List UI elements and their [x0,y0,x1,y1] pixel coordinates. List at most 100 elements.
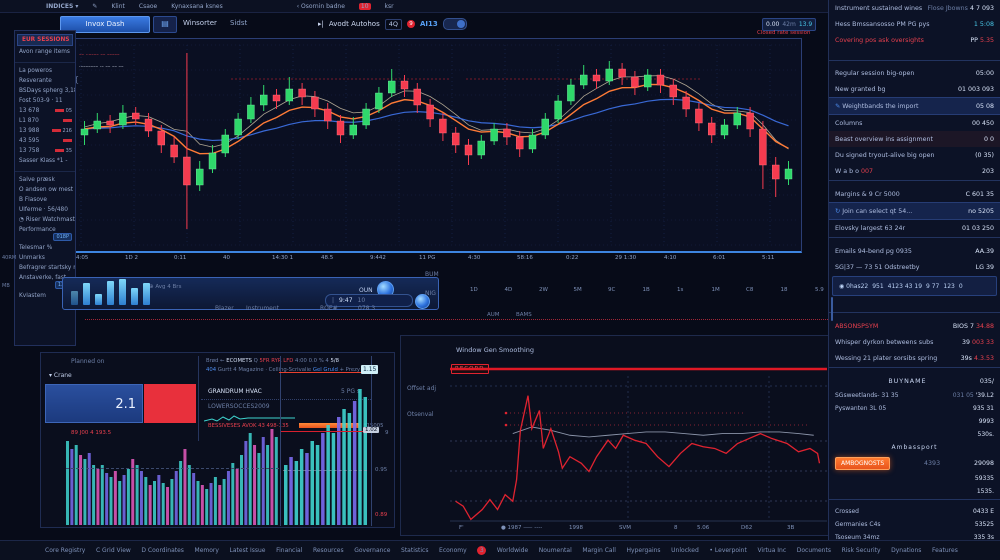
volume-profile-panel[interactable]: Planned on ▾ Crane 2.1 89 J00 4 193.5 Br… [40,352,395,528]
sidebar-row[interactable]: Du signed tryout-alive big open (0 35) [829,147,1000,163]
status-item[interactable]: Unlocked [671,547,699,554]
status-item[interactable]: Worldwide [496,547,529,554]
sidebar-row[interactable]: Wessing 21 plater sorsibs spring 39s 4.3.… [829,350,1000,366]
status-item[interactable]: D Coordinates [141,547,184,554]
volume-panel[interactable]: ⊕ Avg 4 Brs OUN | 9:47 10 [62,277,439,310]
watchlist-item[interactable]: L1 870 [15,116,75,126]
pen-icon[interactable]: ✎ [92,2,98,10]
watchlist-header[interactable]: EUR SESSIONS [17,34,73,46]
sidebar-row[interactable]: Ambassport [829,441,1000,454]
sidebar-row[interactable]: Regular session big-open 05:00 [829,65,1000,81]
sidebar-row[interactable]: Whisper dyrkon betweens subs 39 003 33 [829,334,1000,350]
watchlist-item[interactable]: 43 595 [15,136,75,146]
metrics-chip-row[interactable]: ◉ 0has22 951 4123 43 19 9 77 123 0 [832,276,997,296]
brand-label[interactable]: INDICES ▾ [46,2,79,10]
sidebar-row[interactable]: Beast overview ins assignment 0 0 [829,131,1000,147]
status-item[interactable]: Features [932,547,958,554]
status-item[interactable]: C Grid View [95,547,131,554]
sidebar-row[interactable]: Columns 00 450 [829,115,1000,131]
status-item[interactable]: Core Registry [45,547,86,554]
timeframe-label[interactable]: 1D [470,287,478,293]
watchlist-item[interactable]: Resverante [19,78,52,84]
sidebar-row[interactable]: Tsoseum 34mz 335 3s [829,531,1000,540]
menu-item-overall[interactable]: ‹ Osornin badne [296,2,345,10]
globe-icon-small[interactable] [415,294,430,309]
timeframe-label[interactable]: 1M [711,287,720,293]
sidebar-row[interactable]: Covering pos ask oversights PP 5.35 [829,32,1000,48]
watchlist-item[interactable]: 13 758 35 [15,146,75,156]
watchlist-item[interactable]: O andsen ow mest [19,187,74,193]
sidebar-row[interactable]: ↻ Join can select qt 54... no 5205 [829,202,1000,220]
tab-winsorter[interactable]: Winsorter [183,19,217,27]
watchlist-item[interactable]: Ulferme · 56/480 [19,207,68,213]
status-item[interactable]: Financial [276,547,303,554]
sidebar-row[interactable]: Crossed 0433 E [829,505,1000,518]
status-item[interactable]: Statistics [401,547,429,554]
watchlist-item[interactable]: BSDays spherg 3,185 [19,88,75,94]
auto-label[interactable]: Avodt Autohos [328,20,380,28]
watchlist-item[interactable]: Salve præsk [19,177,55,183]
sidebar-row[interactable]: ✎ Weightbands the import 05 08 [829,97,1000,115]
status-item[interactable]: Noumental [538,547,572,554]
watchlist-item[interactable]: Telesmar % [19,245,53,251]
sidebar-row[interactable]: Instrument sustained wines Flose Jbowns 4… [829,0,1000,16]
menu-item[interactable]: Csaoe [138,2,158,10]
dashboard-button[interactable]: Invox Dash [60,16,150,33]
menu-item[interactable]: Klint [111,2,125,10]
bl-alert-box[interactable] [144,384,196,423]
watchlist-item[interactable]: Befragrer startsky mit remune [19,265,75,271]
status-item[interactable]: Resources [312,547,344,554]
sidebar-row[interactable]: Hess Bmssansosso PM PG pys 1 5:08 [829,16,1000,32]
signal-line-panel[interactable]: Window Gen Smoothing RECORD Offset adj O… [400,335,837,536]
watchlist-item[interactable]: 13 988 216 [15,126,75,136]
notification-badge[interactable]: 3 [477,546,487,555]
timeframe-label[interactable]: 18 [780,287,788,293]
timeframe-label[interactable]: 2W [539,287,548,293]
status-item[interactable]: Margin Call [582,547,616,554]
sidebar-row[interactable]: New granted bg 01 003 093 [829,81,1000,97]
watchlist-item[interactable]: B Flasove [19,197,47,203]
scrollbar-thumb[interactable] [831,297,833,321]
alert-badge[interactable]: 9 [406,20,415,28]
sidebar-row[interactable]: SG|37 — 73 51 Odstreetby LG 39 [829,259,1000,275]
watchlist-item[interactable]: Kvlastem [19,293,46,299]
status-item[interactable]: Risk Security [841,547,881,554]
sidebar-row[interactable]: 59335 [829,472,1000,485]
menu-item[interactable]: Kynaxsana ksnes [171,2,223,10]
status-item[interactable]: Documents [796,547,831,554]
status-item[interactable]: Latest Issue [229,547,266,554]
sidebar-row[interactable]: SGsweetlands- 31 35 031 05 '39.L2 [829,389,1000,402]
sidebar-row[interactable]: W a b o 007 203 [829,163,1000,179]
watchlist-item[interactable]: Sasser Klass *1 - [19,158,68,164]
sidebar-row[interactable]: 1535. [829,485,1000,498]
status-item[interactable]: • Leverpoint [709,547,747,554]
session-time-button[interactable]: | 9:47 10 [325,294,413,307]
sidebar-row[interactable]: Elovsky largest 63 24r 01 03 250 [829,220,1000,236]
bl-metric-box[interactable]: 2.1 [45,384,143,423]
orange-action-button[interactable]: AMBOGNOSTS [835,456,891,470]
watchlist-item[interactable]: Performance 018P [15,225,75,243]
timeframe-selector[interactable]: 4Q [384,18,402,30]
bl-drop-selector[interactable]: ▾ Crane [49,372,72,379]
watchlist-item[interactable]: ◔ Riser Watchmast [19,217,75,223]
watchlist-item[interactable]: 13 678 05 [15,106,75,116]
sidebar-row[interactable]: 9993 [829,415,1000,428]
sidebar-row[interactable]: Pyswanten 3L 05 935 31 [829,402,1000,415]
status-item[interactable]: Governance [354,547,391,554]
status-item[interactable]: Hypergains [626,547,661,554]
sidebar-row[interactable]: Margins & 9 Cr 5000 C 601 35 [829,186,1000,202]
sidebar-scroll-zone[interactable] [829,297,1000,321]
timeframe-label[interactable]: 1s [677,287,684,293]
tab-sidst[interactable]: Sidst [230,19,248,27]
main-candle-chart[interactable]: –– ··–––– –– ––––– ·––––––– ·– –– –– –– … [60,38,802,253]
menu-item-tail[interactable]: ksr [384,2,394,10]
status-item[interactable]: Economy [439,547,467,554]
grid-view-button[interactable]: ▤ [153,16,177,33]
sidebar-row[interactable]: Germanies C4s 53525 [829,518,1000,531]
timeframe-label[interactable]: 4D [504,287,513,293]
watchlist-item[interactable]: Avon range items [19,49,70,55]
timeframe-label[interactable]: 1B [642,287,650,293]
sidebar-row[interactable]: Emails 94-bend pg 0935 AA.39 [829,243,1000,259]
timeframe-label[interactable]: 5M [573,287,582,293]
watchlist-item[interactable]: La poweros [19,68,52,74]
